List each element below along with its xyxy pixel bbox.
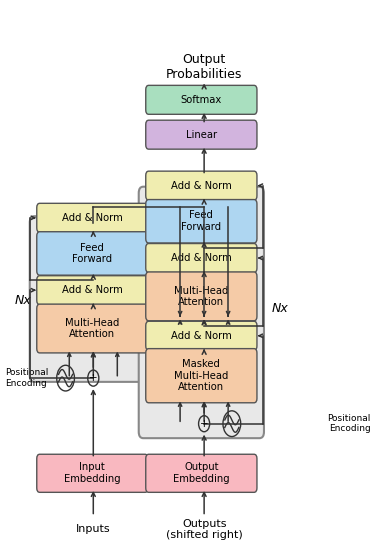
Text: Feed
Forward: Feed Forward [181,210,221,232]
FancyBboxPatch shape [146,120,257,149]
FancyBboxPatch shape [30,216,155,382]
Text: Output
Embedding: Output Embedding [173,463,230,484]
FancyBboxPatch shape [146,272,257,321]
Text: Masked
Multi-Head
Attention: Masked Multi-Head Attention [174,359,228,392]
Text: Positional
Encoding: Positional Encoding [4,368,48,388]
Text: Add & Norm: Add & Norm [62,213,123,223]
Text: Positional
Encoding: Positional Encoding [327,414,370,433]
Text: Outputs
(shifted right): Outputs (shifted right) [166,518,243,540]
Text: Nx: Nx [272,302,288,315]
FancyBboxPatch shape [37,454,148,492]
FancyBboxPatch shape [139,187,264,438]
FancyBboxPatch shape [146,199,257,243]
Text: Inputs: Inputs [76,524,111,534]
Text: Linear: Linear [186,130,217,140]
Text: Feed
Forward: Feed Forward [72,243,112,264]
FancyBboxPatch shape [37,276,148,305]
FancyBboxPatch shape [146,322,257,350]
Text: +: + [200,419,208,429]
Text: Add & Norm: Add & Norm [171,253,232,263]
Text: Softmax: Softmax [181,95,222,105]
Text: +: + [89,373,98,383]
Text: Add & Norm: Add & Norm [171,180,232,191]
FancyBboxPatch shape [146,244,257,272]
Text: Nx: Nx [15,294,32,307]
FancyBboxPatch shape [146,349,257,403]
FancyBboxPatch shape [37,304,148,353]
FancyBboxPatch shape [37,232,148,275]
Text: Add & Norm: Add & Norm [171,331,232,341]
Text: Add & Norm: Add & Norm [62,285,123,295]
Text: Output
Probabilities: Output Probabilities [166,53,242,81]
FancyBboxPatch shape [146,454,257,492]
FancyBboxPatch shape [146,171,257,200]
FancyBboxPatch shape [146,86,257,114]
Text: Input
Embedding: Input Embedding [64,463,121,484]
Text: Multi-Head
Attention: Multi-Head Attention [174,286,228,307]
FancyBboxPatch shape [37,203,148,232]
Text: Multi-Head
Attention: Multi-Head Attention [65,318,120,340]
